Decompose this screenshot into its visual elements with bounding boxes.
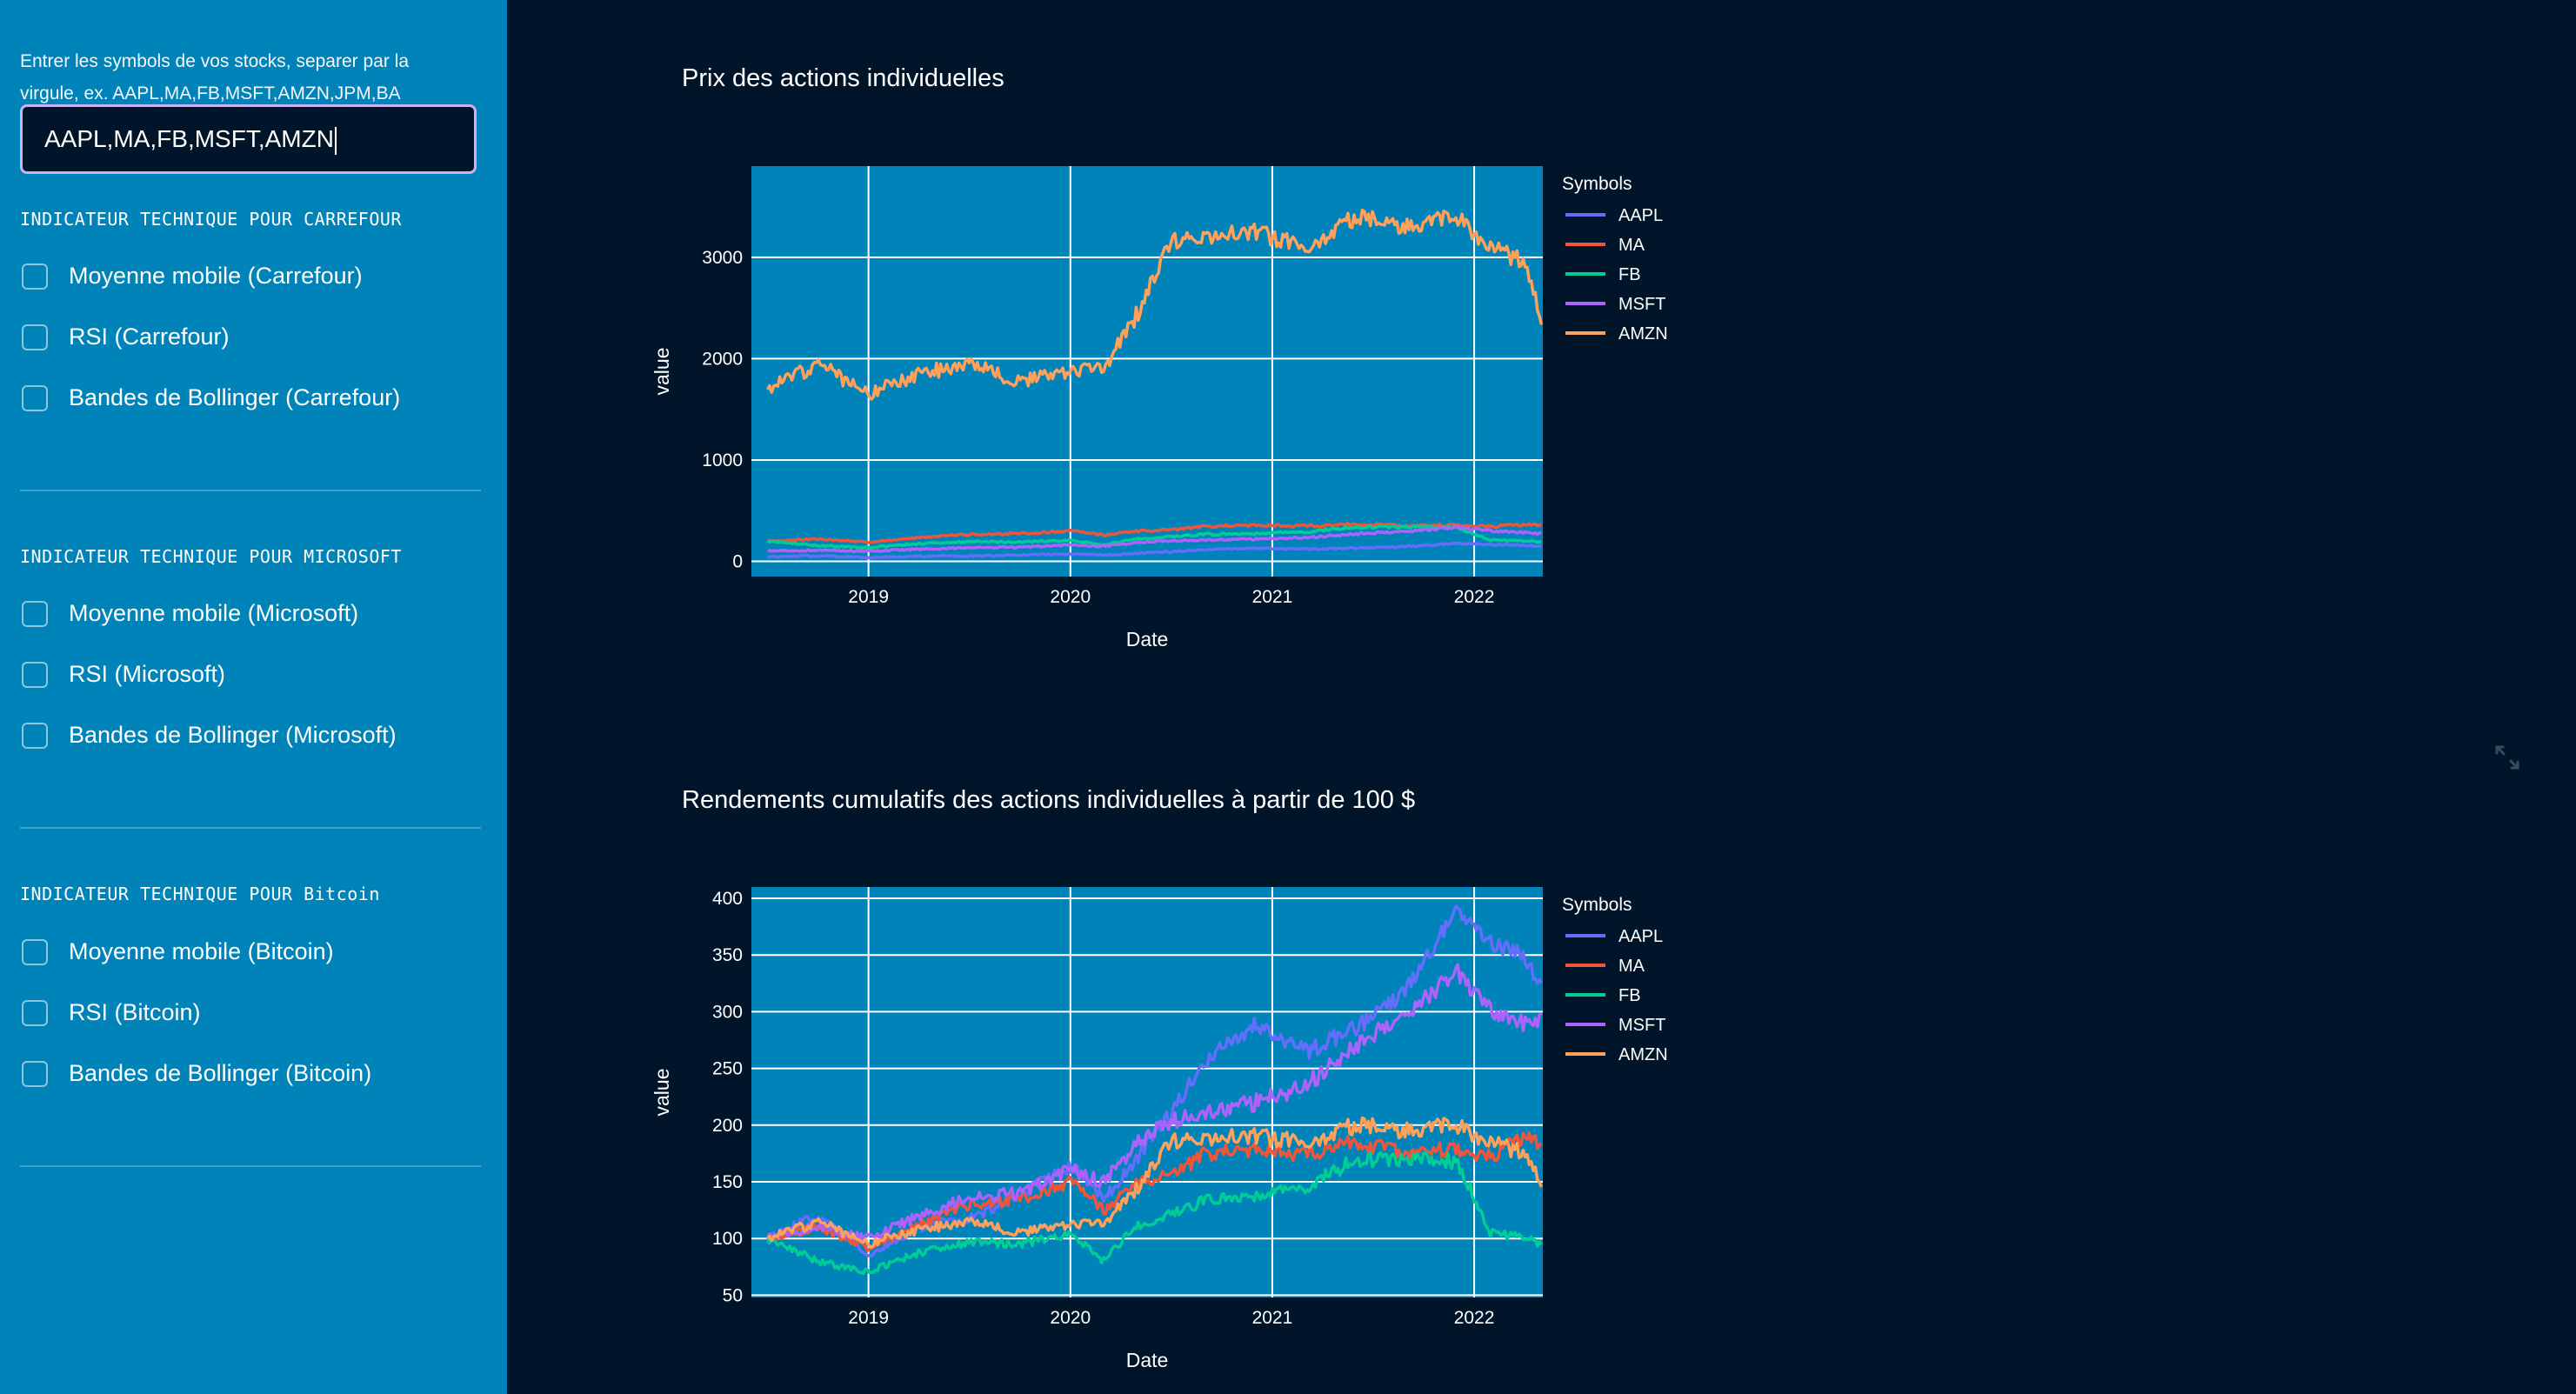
series-line-fb xyxy=(766,524,1542,550)
plot-area xyxy=(751,166,1543,577)
section-title-bitcoin: INDICATEUR TECHNIQUE POUR Bitcoin xyxy=(20,884,380,904)
sidebar: Entrer les symbols de vos stocks, separe… xyxy=(0,0,507,1394)
checkbox-moving-average-carrefour[interactable]: Moyenne mobile (Carrefour) xyxy=(22,263,363,290)
series-line-msft xyxy=(766,524,1542,554)
checkbox-bollinger-carrefour[interactable]: Bandes de Bollinger (Carrefour) xyxy=(22,384,400,411)
checkbox-box[interactable] xyxy=(22,999,48,1026)
series-line-amzn xyxy=(766,208,1543,401)
legend-item: MSFT xyxy=(1618,295,1665,314)
y-axis-label: value xyxy=(651,348,673,396)
checkbox-label: Bandes de Bollinger (Carrefour) xyxy=(69,384,401,410)
symbols-input[interactable]: AAPL,MA,FB,MSFT,AMZN xyxy=(20,104,477,174)
legend-item: MA xyxy=(1618,236,1645,255)
x-tick-label: 2019 xyxy=(848,587,889,607)
chart-title-cumulative-returns: Rendements cumulatifs des actions indivi… xyxy=(682,786,1416,814)
checkbox-box[interactable] xyxy=(22,722,48,749)
x-tick-label: 2022 xyxy=(1454,587,1495,607)
text-cursor xyxy=(334,126,337,155)
section-title-microsoft: INDICATEUR TECHNIQUE POUR MICROSOFT xyxy=(20,546,402,567)
checkbox-moving-average-bitcoin[interactable]: Moyenne mobile (Bitcoin) xyxy=(22,938,334,965)
checkbox-label: Moyenne mobile (Carrefour) xyxy=(69,263,363,289)
checkbox-box[interactable] xyxy=(22,384,48,411)
y-tick-label: 0 xyxy=(732,552,743,572)
legend-item: AMZN xyxy=(1618,324,1668,343)
checkbox-label: RSI (Microsoft) xyxy=(69,661,226,687)
checkbox-box[interactable] xyxy=(22,600,48,627)
checkbox-label: RSI (Bitcoin) xyxy=(69,999,201,1025)
symbols-input-label: Entrer les symbols de vos stocks, separe… xyxy=(20,51,410,103)
checkbox-rsi-carrefour[interactable]: RSI (Carrefour) xyxy=(22,323,230,350)
checkbox-moving-average-microsoft[interactable]: Moyenne mobile (Microsoft) xyxy=(22,600,358,627)
y-tick-label: 2000 xyxy=(702,349,743,369)
checkbox-label: Moyenne mobile (Bitcoin) xyxy=(69,938,334,964)
checkbox-label: Moyenne mobile (Microsoft) xyxy=(69,600,359,626)
symbols-input-value: AAPL,MA,FB,MSFT,AMZN xyxy=(44,125,334,152)
x-axis-label: Date xyxy=(1126,628,1169,650)
x-tick-label: 2021 xyxy=(1252,587,1293,607)
checkbox-box[interactable] xyxy=(22,323,48,350)
series-line-aapl xyxy=(767,541,1542,560)
section-divider xyxy=(20,827,481,829)
legend-title: Symbols xyxy=(1562,174,1632,194)
legend-item: FB xyxy=(1618,265,1641,284)
y-tick-label: 1000 xyxy=(702,450,743,470)
checkbox-label: Bandes de Bollinger (Bitcoin) xyxy=(69,1060,372,1086)
chart-title-prices: Prix des actions individuelles xyxy=(682,64,1004,92)
checkbox-box[interactable] xyxy=(22,938,48,965)
checkbox-bollinger-microsoft[interactable]: Bandes de Bollinger (Microsoft) xyxy=(22,722,397,749)
x-tick-label: 2020 xyxy=(1050,587,1091,607)
checkbox-rsi-bitcoin[interactable]: RSI (Bitcoin) xyxy=(22,999,201,1026)
checkbox-box[interactable] xyxy=(22,263,48,290)
section-divider xyxy=(20,1165,481,1167)
expand-icon[interactable] xyxy=(2494,744,2520,770)
section-title-carrefour: INDICATEUR TECHNIQUE POUR CARREFOUR xyxy=(20,209,402,230)
checkbox-rsi-microsoft[interactable]: RSI (Microsoft) xyxy=(22,661,225,688)
checkbox-bollinger-bitcoin[interactable]: Bandes de Bollinger (Bitcoin) xyxy=(22,1060,371,1087)
y-tick-label: 3000 xyxy=(702,248,743,268)
checkbox-box[interactable] xyxy=(22,661,48,688)
checkbox-label: Bandes de Bollinger (Microsoft) xyxy=(69,722,397,748)
checkbox-box[interactable] xyxy=(22,1060,48,1087)
checkbox-label: RSI (Carrefour) xyxy=(69,323,230,350)
section-divider xyxy=(20,490,481,491)
legend-item: AAPL xyxy=(1618,206,1663,225)
